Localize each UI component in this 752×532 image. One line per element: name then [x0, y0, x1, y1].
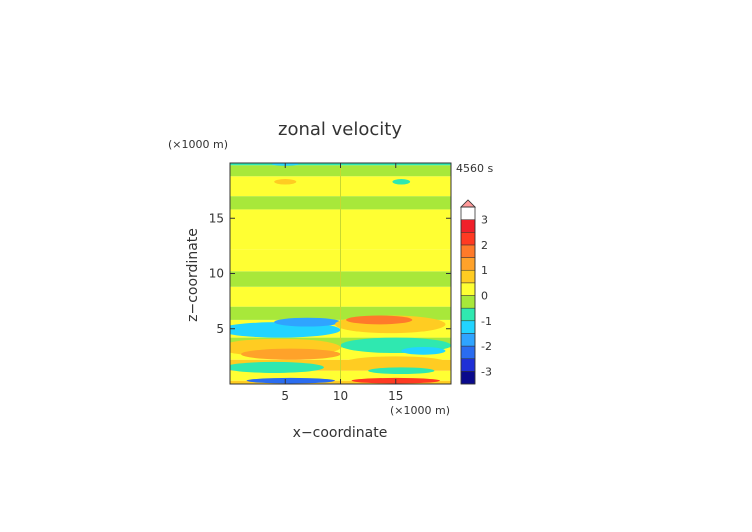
colorbar-tick-label: -3 — [481, 365, 492, 378]
colorbar-swatch-6 — [460, 295, 476, 309]
x-axis-ticks: 5 10 15 — [281, 163, 403, 403]
colorbar-tick-label: 2 — [481, 239, 488, 252]
time-label: 4560 s — [456, 162, 493, 175]
colorbar-swatch-0 — [460, 371, 476, 385]
y-axis-ticks: 5 10 15 — [209, 211, 451, 336]
field-blob-14 — [392, 179, 411, 185]
y-unit-label: (×1000 m) — [168, 138, 228, 151]
field-blob-5 — [246, 377, 335, 384]
colorbar-swatch-11 — [460, 232, 476, 246]
field-blob-7 — [346, 315, 413, 325]
field-blob-11 — [368, 367, 435, 375]
y-tick-label-5: 5 — [216, 322, 224, 336]
colorbar-swatch-10 — [460, 244, 476, 258]
colorbar-swatch-2 — [460, 345, 476, 359]
velocity-field — [230, 163, 451, 384]
colorbar-swatch-5 — [460, 307, 476, 322]
field-blob-10 — [346, 356, 446, 368]
x-tick-label-10: 10 — [333, 389, 348, 403]
colorbar-swatch-8 — [460, 269, 476, 284]
colorbar-swatch-1 — [460, 358, 476, 372]
field-blob-9 — [401, 346, 446, 355]
x-tick-label-5: 5 — [281, 389, 289, 403]
colorbar-tick-label: 0 — [481, 290, 488, 303]
colorbar-swatch-3 — [460, 333, 476, 347]
field-blob-2 — [230, 361, 324, 373]
x-tick-label-15: 15 — [388, 389, 403, 403]
colorbar-swatch-7 — [460, 282, 476, 296]
y-axis-label: z−coordinate — [185, 228, 201, 322]
x-axis-label: x−coordinate — [293, 425, 388, 441]
colorbar-tick-label: -2 — [481, 340, 492, 353]
x-unit-label: (×1000 m) — [390, 404, 450, 417]
y-tick-label-15: 15 — [209, 211, 224, 225]
colorbar-swatch-4 — [460, 320, 476, 334]
colorbar-swatch-12 — [460, 219, 476, 233]
colorbar: 3 2 1 0 -1 -2 -3 — [460, 199, 492, 385]
field-blob-13 — [274, 179, 297, 185]
colorbar-frame — [460, 206, 476, 385]
field-blob-4 — [274, 317, 341, 327]
colorbar-tick-label: -1 — [481, 315, 492, 328]
colorbar-tick-label: 1 — [481, 264, 488, 277]
chart-title: zonal velocity — [278, 119, 402, 140]
field-blob-1 — [241, 348, 341, 360]
colorbar-swatch-9 — [460, 257, 476, 271]
colorbar-tick-label: 3 — [481, 214, 488, 227]
y-tick-label-10: 10 — [209, 267, 224, 281]
colorbar-extend-max — [460, 199, 476, 208]
